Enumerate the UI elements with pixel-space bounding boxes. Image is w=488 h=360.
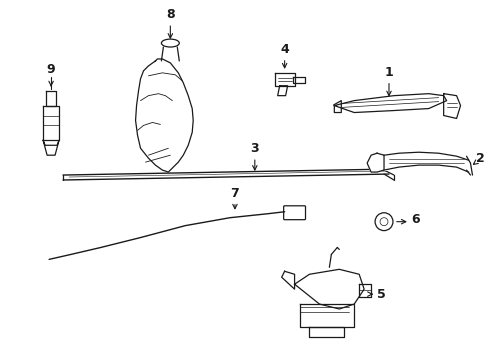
Polygon shape (299, 304, 353, 327)
Polygon shape (135, 59, 193, 172)
Polygon shape (443, 94, 460, 118)
FancyBboxPatch shape (283, 206, 305, 220)
Polygon shape (43, 105, 59, 140)
Polygon shape (366, 153, 383, 172)
Polygon shape (274, 73, 294, 86)
Polygon shape (294, 269, 364, 309)
Text: 2: 2 (475, 152, 484, 165)
Polygon shape (277, 86, 287, 96)
Text: 3: 3 (250, 142, 259, 155)
Text: 7: 7 (230, 187, 239, 200)
Text: 4: 4 (280, 43, 288, 56)
Text: 1: 1 (384, 66, 392, 79)
Polygon shape (334, 94, 446, 113)
Polygon shape (309, 327, 344, 337)
Polygon shape (281, 271, 294, 289)
Text: 9: 9 (47, 63, 55, 76)
Polygon shape (46, 91, 56, 105)
Polygon shape (359, 284, 370, 297)
Text: 5: 5 (376, 288, 385, 301)
Polygon shape (292, 77, 304, 83)
Polygon shape (43, 140, 59, 155)
Text: 8: 8 (166, 8, 174, 21)
Text: 6: 6 (410, 213, 419, 226)
Polygon shape (334, 100, 341, 113)
